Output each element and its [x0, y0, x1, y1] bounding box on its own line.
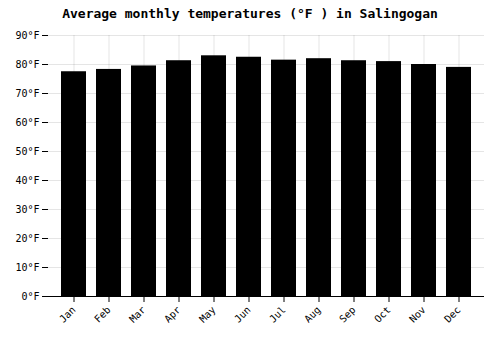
svg-text:10°F: 10°F	[15, 262, 39, 273]
svg-text:20°F: 20°F	[15, 233, 39, 244]
svg-text:Sep: Sep	[337, 304, 358, 325]
svg-text:70°F: 70°F	[15, 88, 39, 99]
svg-text:Apr: Apr	[162, 304, 183, 325]
svg-text:90°F: 90°F	[15, 30, 39, 41]
svg-text:May: May	[197, 304, 218, 325]
svg-text:Mar: Mar	[127, 304, 148, 325]
svg-text:50°F: 50°F	[15, 146, 39, 157]
svg-text:60°F: 60°F	[15, 117, 39, 128]
svg-text:30°F: 30°F	[15, 204, 39, 215]
svg-text:Jul: Jul	[267, 304, 288, 325]
svg-text:0°F: 0°F	[21, 291, 39, 302]
svg-text:40°F: 40°F	[15, 175, 39, 186]
svg-text:Jun: Jun	[232, 304, 253, 325]
html-text:Average monthly temperatures (: Average monthly temperatures (°F ) in Sa…	[62, 6, 438, 21]
svg-text:Feb: Feb	[92, 304, 113, 325]
svg-text:Dec: Dec	[442, 304, 463, 325]
svg-text:Jan: Jan	[57, 304, 78, 325]
svg-text:Aug: Aug	[302, 304, 323, 325]
svg-text:Oct: Oct	[372, 304, 393, 325]
svg-text:80°F: 80°F	[15, 59, 39, 70]
svg-text:Nov: Nov	[407, 304, 428, 325]
